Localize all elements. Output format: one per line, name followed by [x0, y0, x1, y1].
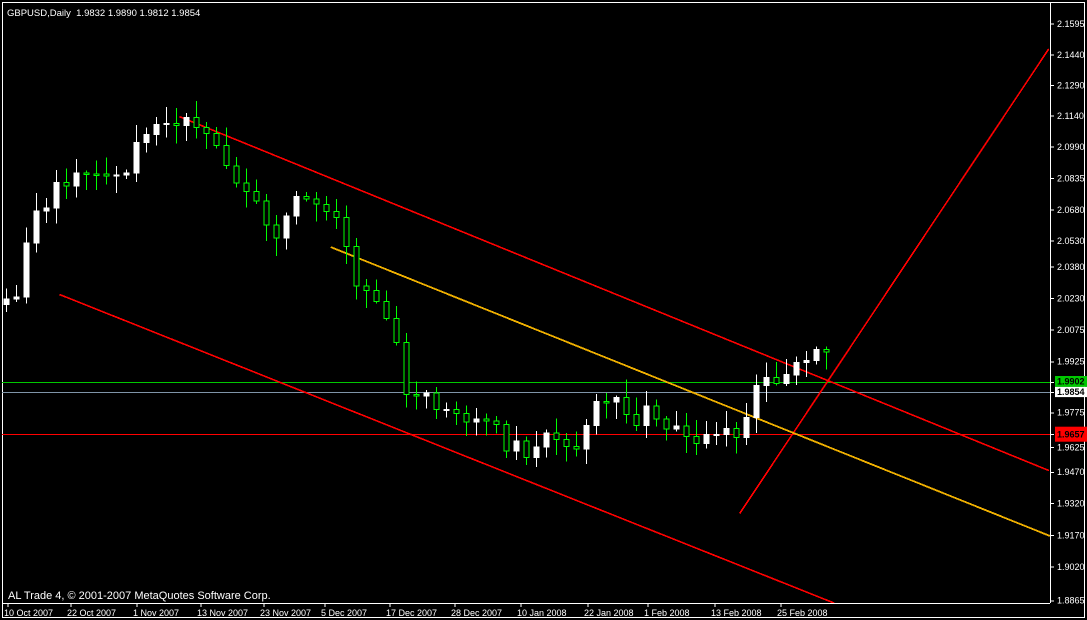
svg-text:AL Trade 4, © 2001-2007 MetaQu: AL Trade 4, © 2001-2007 MetaQuotes Softw… [8, 590, 271, 602]
svg-text:2.0835: 2.0835 [1057, 174, 1085, 184]
svg-text:1.9320: 1.9320 [1057, 499, 1085, 509]
svg-text:2.0380: 2.0380 [1057, 262, 1085, 272]
svg-text:2.0530: 2.0530 [1057, 236, 1085, 246]
svg-text:2.1595: 2.1595 [1057, 19, 1085, 29]
svg-text:2.1290: 2.1290 [1057, 80, 1085, 90]
svg-text:1.9902: 1.9902 [1057, 377, 1085, 387]
svg-text:GBPUSD,Daily 1.9832 1.9890 1.: GBPUSD,Daily 1.9832 1.9890 1.9812 1.9854 [7, 8, 200, 19]
svg-text:1 Nov 2007: 1 Nov 2007 [133, 608, 179, 618]
svg-text:5 Dec 2007: 5 Dec 2007 [321, 608, 367, 618]
svg-text:2.1140: 2.1140 [1057, 111, 1084, 121]
svg-text:22 Jan 2008: 22 Jan 2008 [584, 608, 634, 618]
svg-text:28 Dec 2007: 28 Dec 2007 [451, 608, 502, 618]
svg-text:1.9925: 1.9925 [1057, 357, 1085, 367]
svg-text:1.9470: 1.9470 [1057, 467, 1085, 477]
svg-text:2.0075: 2.0075 [1057, 325, 1085, 335]
svg-text:1.9854: 1.9854 [1057, 387, 1085, 397]
svg-text:10 Jan 2008: 10 Jan 2008 [517, 608, 567, 618]
svg-text:17 Dec 2007: 17 Dec 2007 [386, 608, 437, 618]
svg-text:13 Feb 2008: 13 Feb 2008 [711, 608, 762, 618]
svg-text:2.1440: 2.1440 [1057, 50, 1085, 60]
svg-text:2.0990: 2.0990 [1057, 142, 1085, 152]
svg-text:13 Nov 2007: 13 Nov 2007 [197, 608, 248, 618]
svg-text:25 Feb 2008: 25 Feb 2008 [777, 608, 828, 618]
svg-text:1.9775: 1.9775 [1057, 408, 1085, 418]
svg-text:1.9657: 1.9657 [1057, 429, 1085, 439]
svg-text:1.9625: 1.9625 [1057, 442, 1085, 452]
svg-text:1.9170: 1.9170 [1057, 530, 1085, 540]
svg-text:1.8865: 1.8865 [1057, 596, 1085, 606]
svg-text:1 Feb 2008: 1 Feb 2008 [644, 608, 690, 618]
svg-text:22 Oct 2007: 22 Oct 2007 [67, 608, 116, 618]
svg-text:2.0680: 2.0680 [1057, 205, 1085, 215]
svg-text:10 Oct 2007: 10 Oct 2007 [4, 608, 53, 618]
svg-text:1.9020: 1.9020 [1057, 562, 1085, 572]
svg-text:23 Nov 2007: 23 Nov 2007 [260, 608, 311, 618]
svg-text:2.0230: 2.0230 [1057, 294, 1085, 304]
